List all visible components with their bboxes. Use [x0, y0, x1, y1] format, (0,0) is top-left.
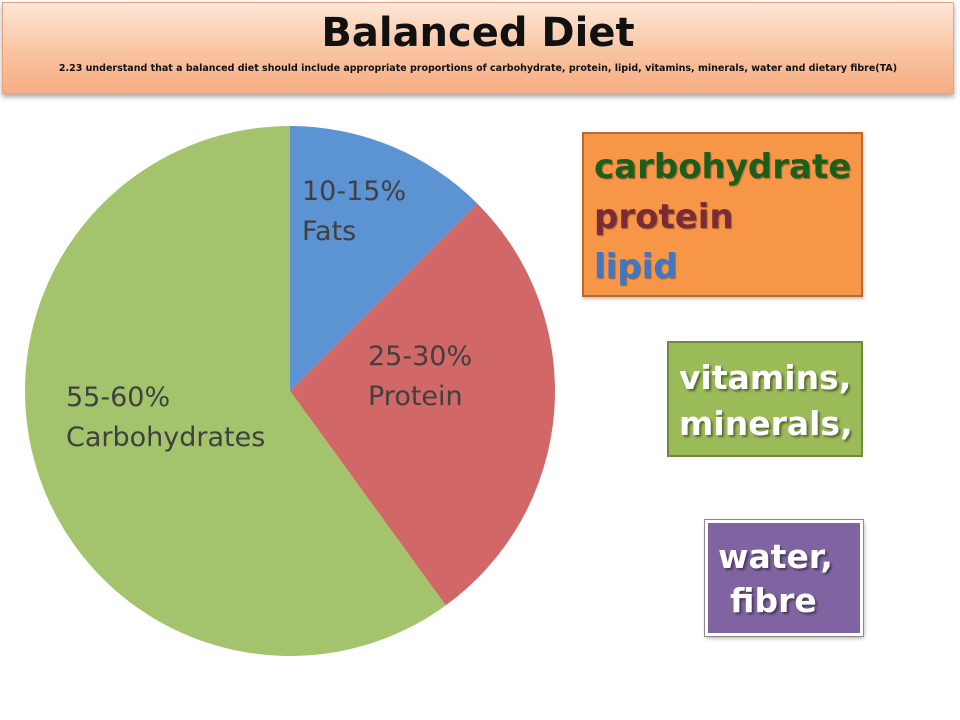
macronutrient-box: carbohydrate protein lipid — [582, 132, 863, 297]
vitamins-label: vitamins, — [679, 358, 852, 397]
pie-label-carbohydrates: 55-60% Carbohydrates — [66, 382, 265, 453]
pie-label-range-fats: 10-15% — [302, 176, 406, 207]
carbohydrate-label: carbohydrate — [594, 147, 852, 187]
pie-slice-protein — [290, 203, 555, 606]
water-label: water, — [718, 537, 833, 576]
pie-label-name-carbohydrates: Carbohydrates — [66, 422, 265, 453]
pie-label-name-protein: Protein — [368, 381, 463, 412]
pie-slice-carbohydrates — [24, 126, 446, 656]
pie-label-range-protein: 25-30% — [368, 341, 472, 372]
micronutrient-box: vitamins, minerals, — [667, 341, 863, 457]
slide-title: Balanced Diet — [321, 10, 635, 56]
fibre-label: fibre — [730, 581, 817, 620]
lipid-label: lipid — [594, 247, 678, 287]
pie-label-range-carbohydrates: 55-60% — [66, 382, 170, 413]
diet-pie-chart: 10-15% Fats 25-30% Protein 55-60% Carbohydrat… — [24, 126, 555, 656]
pie-label-protein: 25-30% Protein — [368, 341, 472, 412]
pie-label-name-fats: Fats — [302, 216, 356, 247]
pie-label-fats: 10-15% Fats — [302, 176, 406, 247]
minerals-label: minerals, — [679, 404, 853, 443]
pie-slice-fats — [290, 126, 478, 391]
slide-subtitle: 2.23 understand that a balanced diet sho… — [58, 63, 898, 74]
protein-label: protein — [594, 197, 734, 237]
water-fibre-box: water, fibre — [704, 519, 864, 637]
title-banner: Balanced Diet 2.23 understand that a bal… — [2, 2, 954, 94]
